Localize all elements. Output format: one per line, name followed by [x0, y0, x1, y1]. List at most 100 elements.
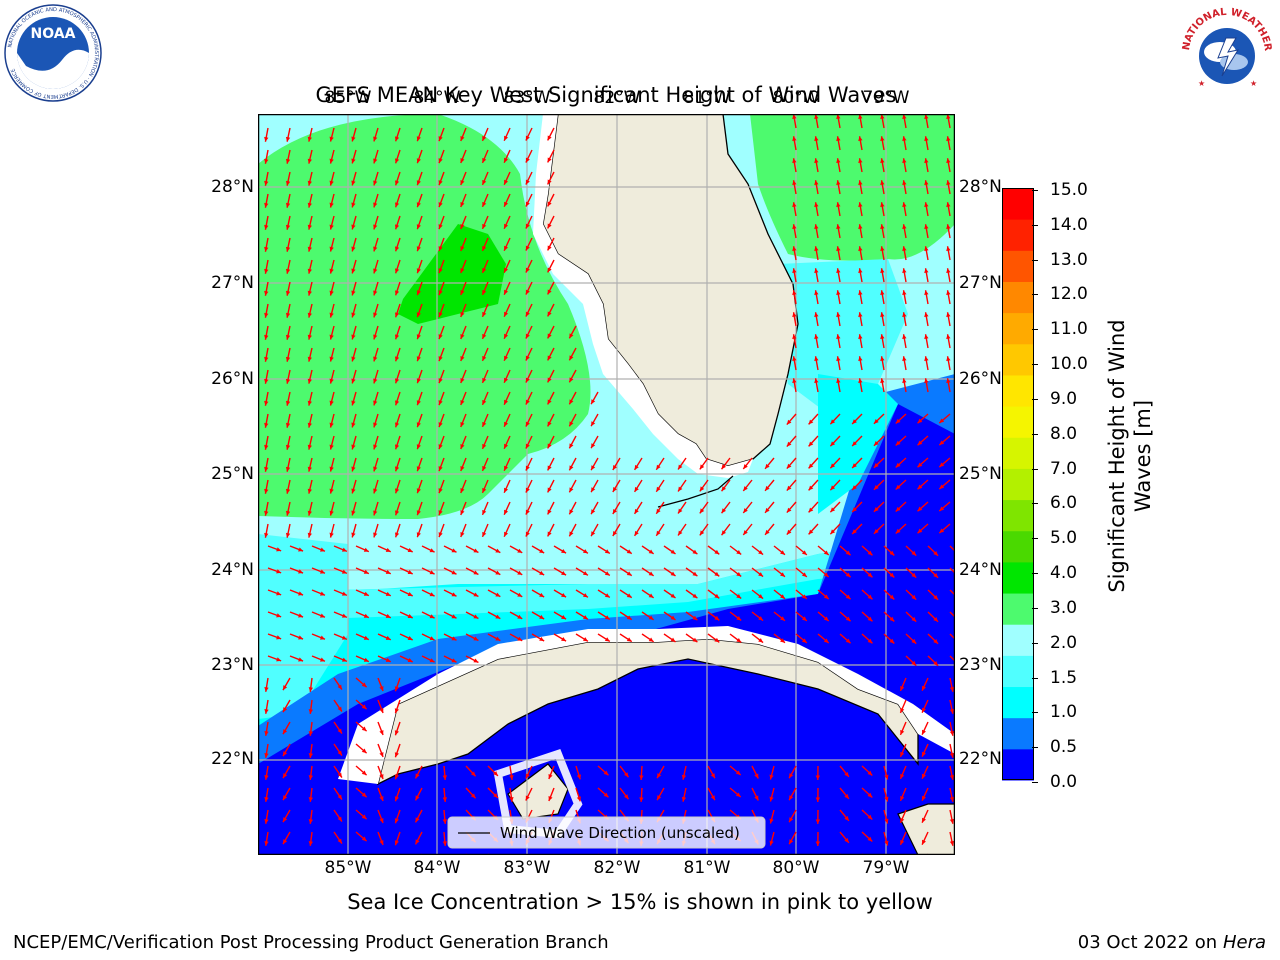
wind-wave-arrowhead [307, 136, 312, 142]
southeast-land [897, 803, 955, 855]
wind-wave-arrowhead [525, 443, 530, 449]
wind-wave-arrowhead [264, 775, 269, 780]
wind-wave-arrowhead [373, 268, 378, 274]
wind-wave-arrowhead [394, 268, 400, 274]
wind-wave-arrowhead [902, 136, 907, 142]
wind-wave-arrowhead [714, 615, 720, 621]
wind-wave-arrowhead [264, 532, 269, 538]
wind-wave-arrowhead [569, 465, 574, 471]
wind-wave-arrowhead [394, 752, 399, 758]
wind-wave-arrowhead [858, 136, 863, 142]
wind-wave-arrowhead [582, 637, 588, 642]
wind-wave-arrowhead [880, 246, 885, 252]
wind-wave-arrowhead [394, 444, 400, 450]
wind-wave-arrowhead [525, 201, 530, 207]
wind-wave-arrowhead [569, 531, 574, 537]
wind-wave-arrowhead [844, 815, 849, 821]
colorbar-tick-label: 11.0 [1050, 319, 1088, 340]
wind-wave-arrowhead [438, 400, 443, 406]
wind-wave-arrowhead [743, 486, 748, 491]
wind-wave-arrowhead [681, 796, 687, 802]
wind-wave-arrowhead [670, 593, 676, 598]
wind-wave-arrowhead [808, 419, 814, 425]
wind-wave-arrowhead [407, 548, 413, 552]
wind-wave-arrowhead [442, 775, 447, 780]
wind-wave-arrowhead [786, 529, 792, 535]
wind-wave-arrowhead [394, 356, 400, 362]
wind-wave-arrowhead [298, 547, 304, 552]
wind-wave-arrowhead [504, 487, 509, 493]
wind-wave-arrowhead [438, 334, 443, 340]
wind-wave-arrowhead [852, 485, 857, 490]
wind-wave-arrowhead [385, 635, 391, 640]
wind-wave-arrowhead [473, 658, 479, 663]
wind-wave-arrowhead [361, 770, 367, 776]
wind-wave-arrowhead [814, 114, 819, 120]
wind-wave-arrowhead [946, 356, 951, 362]
wind-wave-arrowhead [924, 378, 929, 384]
colorbar-cell [1002, 312, 1034, 345]
wind-wave-arrowhead [670, 549, 676, 554]
wind-wave-arrowhead [460, 201, 465, 207]
wind-wave-arrowhead [823, 550, 829, 556]
wind-wave-arrowhead [363, 635, 369, 640]
wind-wave-arrowhead [351, 510, 356, 516]
wind-wave-arrowhead [495, 570, 501, 575]
lon-labels-top: 85°W 84°W 83°W 82°W 81°W 80°W 79°W [0, 88, 1280, 110]
wind-wave-arrowhead [884, 818, 889, 824]
wind-wave-arrowhead [780, 616, 785, 621]
wind-wave-arrowhead [264, 753, 269, 758]
wind-wave-arrowhead [285, 136, 291, 142]
wind-wave-arrowhead [836, 378, 841, 384]
wind-wave-arrowhead [482, 531, 487, 537]
wind-wave-arrowhead [373, 180, 378, 186]
wind-wave-arrowhead [416, 422, 421, 428]
wind-wave-arrowhead [351, 224, 356, 230]
lon-label: 85°W [324, 88, 372, 108]
wind-wave-arrowhead [823, 616, 829, 622]
wind-wave-arrowhead [902, 158, 907, 164]
wind-wave-arrowhead [844, 837, 849, 843]
lat-label: 22°N [211, 749, 254, 769]
wind-wave-arrowhead [416, 312, 421, 318]
colorbar-tick [1032, 468, 1038, 470]
wind-wave-arrowhead [946, 158, 951, 164]
wind-wave-arrowhead [351, 180, 356, 186]
wind-wave-arrowhead [634, 508, 639, 514]
wind-wave-arrowhead [407, 658, 413, 662]
wind-wave-arrowhead [307, 312, 312, 318]
wind-wave-arrowhead [858, 334, 863, 340]
wind-wave-arrowhead [836, 268, 841, 274]
wind-wave-arrowhead [626, 637, 632, 642]
wind-wave-arrowhead [823, 638, 829, 644]
wind-wave-map: Wind Wave Direction (unscaled) [258, 114, 955, 855]
wind-wave-arrowhead [351, 290, 356, 296]
lat-label: 28°N [959, 177, 1002, 197]
lat-label: 25°N [959, 464, 1002, 484]
wind-wave-arrowhead [525, 223, 530, 229]
wind-wave-arrowhead [889, 594, 895, 600]
wind-wave-arrowhead [504, 179, 509, 185]
lon-label: 85°W [324, 858, 372, 878]
wind-wave-arrowhead [525, 289, 530, 295]
wind-wave-arrowhead [845, 594, 851, 600]
wind-wave-arrowhead [264, 422, 269, 428]
lat-label: 23°N [211, 655, 254, 675]
wind-wave-arrowhead [933, 573, 939, 578]
wind-wave-arrowhead [525, 465, 530, 471]
wind-wave-arrowhead [416, 136, 421, 142]
wind-wave-arrowhead [285, 510, 291, 516]
wind-wave-arrowhead [681, 774, 687, 780]
wind-wave-arrowhead [547, 399, 552, 405]
wind-wave-arrowhead [823, 594, 829, 600]
colorbar-tick [1032, 259, 1038, 261]
wind-wave-arrowhead [808, 507, 814, 513]
wind-wave-arrowhead [283, 839, 288, 845]
wind-wave-arrowhead [482, 421, 487, 427]
wind-wave-arrowhead [873, 507, 879, 512]
wind-wave-arrowhead [858, 224, 863, 230]
wind-wave-arrowhead [736, 637, 742, 643]
wave-band-1.5-2-west [258, 534, 348, 719]
wind-wave-arrowhead [361, 836, 367, 842]
wind-wave-arrowhead [624, 794, 629, 800]
